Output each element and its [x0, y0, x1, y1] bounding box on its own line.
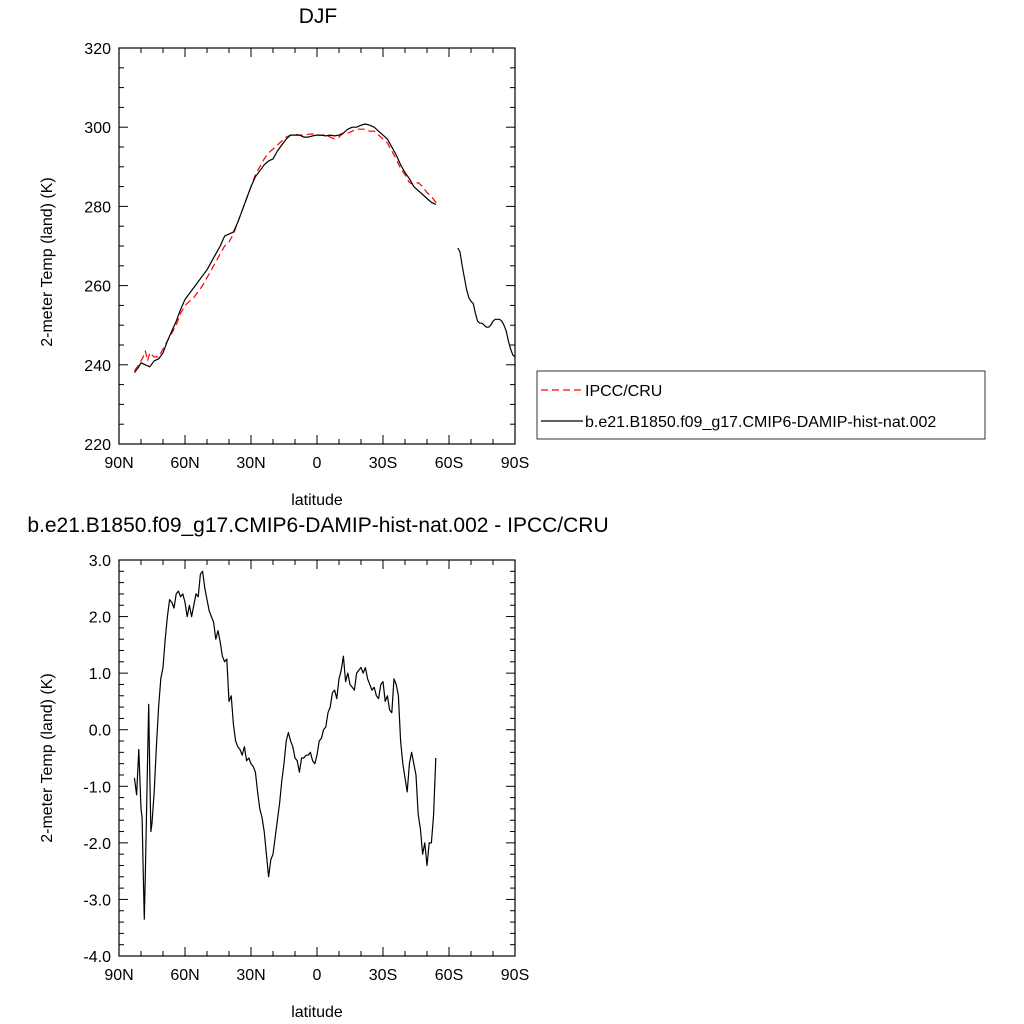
x-tick-label: 30N [236, 967, 265, 984]
series-line-model [457, 247, 516, 358]
y-tick-label: 220 [84, 437, 111, 454]
axis-ticks: 90N 60N 30N 0 30S 60S 90S 220 240 260 280 300 320 [84, 41, 529, 472]
y-tick-label: 300 [84, 120, 111, 137]
y-tick-label: 280 [84, 199, 111, 216]
panel-top: DJF 90N 60N 30N 0 30S 60S 90S 220 240 260 280 300 32… [39, 5, 986, 509]
x-tick-label: 90S [501, 967, 529, 984]
y-tick-label: 3.0 [89, 553, 111, 570]
legend-box [536, 370, 986, 440]
axis-ticks: 90N 60N 30N 0 30S 60S 90S -4.0 -3.0 -2.0 -1.0 0.0 1.… [83, 553, 529, 984]
y-tick-label: -3.0 [83, 892, 111, 909]
x-tick-label: 60N [170, 967, 199, 984]
x-tick-label: 90N [104, 455, 133, 472]
x-tick-label: 30N [236, 455, 265, 472]
plot-frame [118, 559, 516, 957]
x-tick-label: 90N [104, 967, 133, 984]
y-tick-label: -1.0 [83, 779, 111, 796]
legend-label-model: b.e21.B1850.f09_g17.CMIP6-DAMIP-hist-nat… [585, 414, 936, 431]
legend: IPCC/CRU b.e21.B1850.f09_g17.CMIP6-DAMIP… [536, 370, 986, 440]
y-tick-label: 2.0 [89, 610, 111, 627]
y-tick-label: 260 [84, 279, 111, 296]
y-axis-label: 2-meter Temp (land) (K) [39, 673, 56, 843]
y-axis-label: 2-meter Temp (land) (K) [39, 177, 56, 347]
x-axis-label: latitude [291, 492, 343, 509]
data-lines [133, 123, 516, 374]
y-tick-label: 1.0 [89, 666, 111, 683]
x-tick-label: 30S [369, 967, 397, 984]
y-tick-label: 240 [84, 358, 111, 375]
legend-label-ipcc-cru: IPCC/CRU [585, 383, 662, 400]
chart-title: b.e21.B1850.f09_g17.CMIP6-DAMIP-hist-nat… [27, 514, 608, 537]
x-tick-label: 60S [435, 967, 463, 984]
y-tick-label: -4.0 [83, 949, 111, 966]
panel-bottom: b.e21.B1850.f09_g17.CMIP6-DAMIP-hist-nat… [27, 514, 608, 1021]
x-tick-label: 0 [313, 455, 322, 472]
series-line-ipcc-cru [133, 128, 439, 372]
plot-frame [118, 47, 516, 445]
chart-title: DJF [299, 5, 338, 28]
x-axis-label: latitude [291, 1004, 343, 1021]
x-tick-label: 30S [369, 455, 397, 472]
series-line-model [133, 123, 437, 374]
x-tick-label: 60N [170, 455, 199, 472]
y-tick-label: -2.0 [83, 836, 111, 853]
data-lines [133, 570, 437, 920]
x-tick-label: 60S [435, 455, 463, 472]
x-tick-label: 0 [313, 967, 322, 984]
series-line-difference [133, 570, 437, 920]
y-tick-label: 0.0 [89, 723, 111, 740]
y-tick-label: 320 [84, 41, 111, 58]
x-tick-label: 90S [501, 455, 529, 472]
